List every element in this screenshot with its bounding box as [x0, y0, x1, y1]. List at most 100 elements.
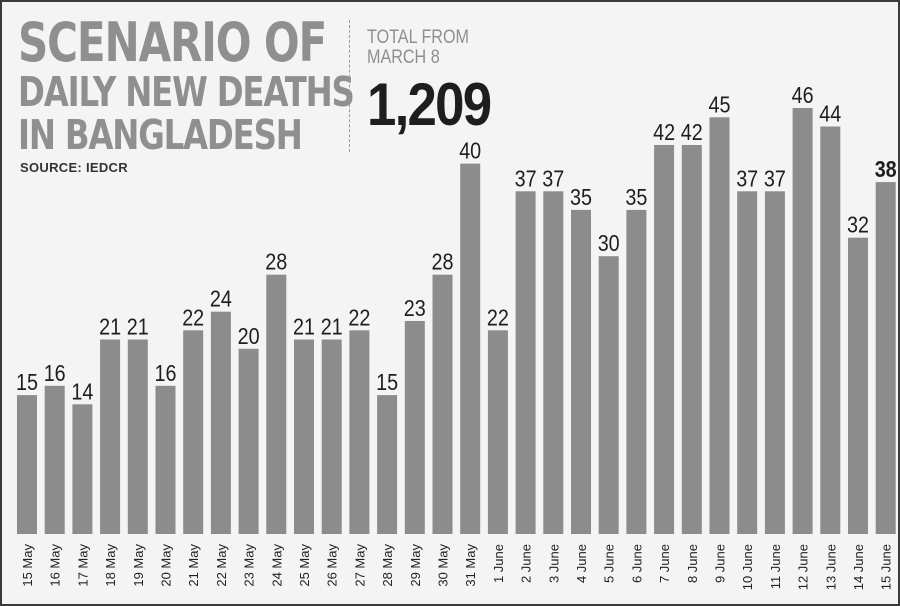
- bar-25-may: [294, 339, 314, 534]
- value-label: 21: [293, 314, 315, 340]
- bar-19-may: [127, 339, 148, 534]
- value-label: 35: [570, 184, 592, 210]
- x-tick-label: 23 May: [242, 544, 257, 587]
- bar-26-may: [321, 339, 342, 534]
- value-label: 23: [404, 295, 426, 321]
- x-tick-label: 6 June: [629, 544, 644, 583]
- total-deaths-value: 1,209: [367, 70, 492, 138]
- x-tick-label: 27 May: [352, 544, 367, 587]
- value-label: 37: [542, 165, 564, 191]
- x-tick-label: 19 May: [131, 544, 146, 587]
- x-tick-label: 3 June: [546, 544, 561, 583]
- value-label: 37: [736, 165, 758, 191]
- x-tick-label: 4 June: [574, 544, 589, 583]
- total-label-line-1: TOTAL FROM: [367, 27, 469, 48]
- x-tick-label: 8 June: [685, 544, 700, 583]
- x-tick-label: 12 June: [796, 544, 811, 590]
- bar-7-june: [654, 145, 675, 534]
- total-block: TOTAL FROM MARCH 8 1,209: [367, 28, 507, 139]
- x-tick-label: 11 June: [768, 544, 783, 589]
- x-tick-label: 14 June: [851, 544, 866, 590]
- title-line-3: IN BANGLADESH: [18, 111, 303, 159]
- x-tick-label: 15 May: [20, 544, 35, 587]
- x-tick-label: 7 June: [657, 544, 672, 583]
- value-label: 22: [182, 304, 204, 330]
- value-label: 44: [819, 101, 841, 127]
- bar-10-june: [737, 191, 758, 535]
- bar-22-may: [210, 311, 231, 534]
- x-tick-label: 5 June: [602, 544, 617, 583]
- value-label: 15: [376, 369, 398, 395]
- bar-2-june: [515, 191, 536, 535]
- x-tick-label: 31 May: [463, 544, 478, 587]
- value-label: 30: [598, 230, 620, 256]
- value-label: 32: [847, 212, 869, 238]
- bar-27-may: [349, 330, 370, 534]
- chart-title: SCENARIO OF DAILY NEW DEATHS IN BANGLADE…: [18, 16, 443, 156]
- bar-28-may: [377, 395, 398, 534]
- bar-29-may: [404, 321, 425, 534]
- total-label-line-2: MARCH 8: [367, 46, 440, 68]
- x-tick-label: 21 May: [186, 544, 201, 587]
- bar-14-june: [848, 237, 868, 534]
- title-line-2: DAILY NEW DEATHS: [18, 68, 355, 116]
- bar-24-may: [266, 274, 287, 534]
- value-label: 16: [155, 360, 177, 386]
- x-tick-label: 15 June: [879, 544, 894, 590]
- bar-4-june: [571, 209, 591, 534]
- value-label: 21: [127, 314, 149, 340]
- bar-6-june: [626, 209, 647, 534]
- value-label: 28: [265, 249, 287, 275]
- bar-1-june: [487, 330, 508, 534]
- value-label: 22: [348, 304, 370, 330]
- x-tick-label: 17 May: [75, 544, 90, 587]
- x-tick-label: 2 June: [519, 544, 534, 583]
- bar-5-june: [598, 256, 619, 534]
- value-label: 40: [459, 138, 481, 164]
- value-label: 35: [625, 184, 647, 210]
- x-tick-label: 18 May: [103, 544, 118, 587]
- value-label: 20: [238, 323, 260, 349]
- bar-3-june: [543, 191, 564, 535]
- bar-18-may: [100, 339, 121, 534]
- x-tick-label: 16 May: [48, 544, 63, 587]
- bar-15-may: [17, 395, 37, 534]
- bar-12-june: [792, 108, 813, 534]
- bar-23-may: [238, 348, 259, 534]
- value-label: 37: [764, 165, 786, 191]
- value-label: 45: [709, 91, 731, 117]
- value-label: 42: [653, 119, 675, 145]
- value-label: 22: [487, 304, 509, 330]
- bar-9-june: [709, 117, 730, 535]
- x-tick-label: 13 June: [823, 544, 838, 590]
- x-tick-label: 29 May: [408, 544, 423, 587]
- value-label: 21: [99, 314, 121, 340]
- x-tick-label: 1 June: [491, 544, 506, 583]
- x-tick-label: 10 June: [740, 544, 755, 590]
- x-tick-label: 24 May: [269, 544, 284, 587]
- x-tick-label: 20 May: [159, 544, 174, 587]
- value-label: 24: [210, 286, 232, 312]
- x-tick-label: 22 May: [214, 544, 229, 587]
- value-label: 37: [515, 165, 537, 191]
- bar-21-may: [183, 330, 204, 534]
- value-label: 28: [432, 249, 454, 275]
- bar-30-may: [432, 274, 453, 534]
- value-label: 15: [16, 369, 38, 395]
- bar-11-june: [764, 191, 785, 535]
- title-line-1: SCENARIO OF: [18, 11, 327, 74]
- value-label: 21: [321, 314, 343, 340]
- value-label: 14: [71, 378, 93, 404]
- source-label: SOURCE: IEDCR: [20, 160, 128, 175]
- value-label: 42: [681, 119, 703, 145]
- value-label: 46: [792, 82, 814, 108]
- bar-20-may: [155, 385, 176, 534]
- bar-17-may: [72, 404, 93, 534]
- bar-8-june: [681, 145, 702, 534]
- bar-31-may: [460, 163, 481, 534]
- header-divider: [349, 20, 350, 152]
- x-tick-label: 28 May: [380, 544, 395, 587]
- value-label: 16: [44, 360, 66, 386]
